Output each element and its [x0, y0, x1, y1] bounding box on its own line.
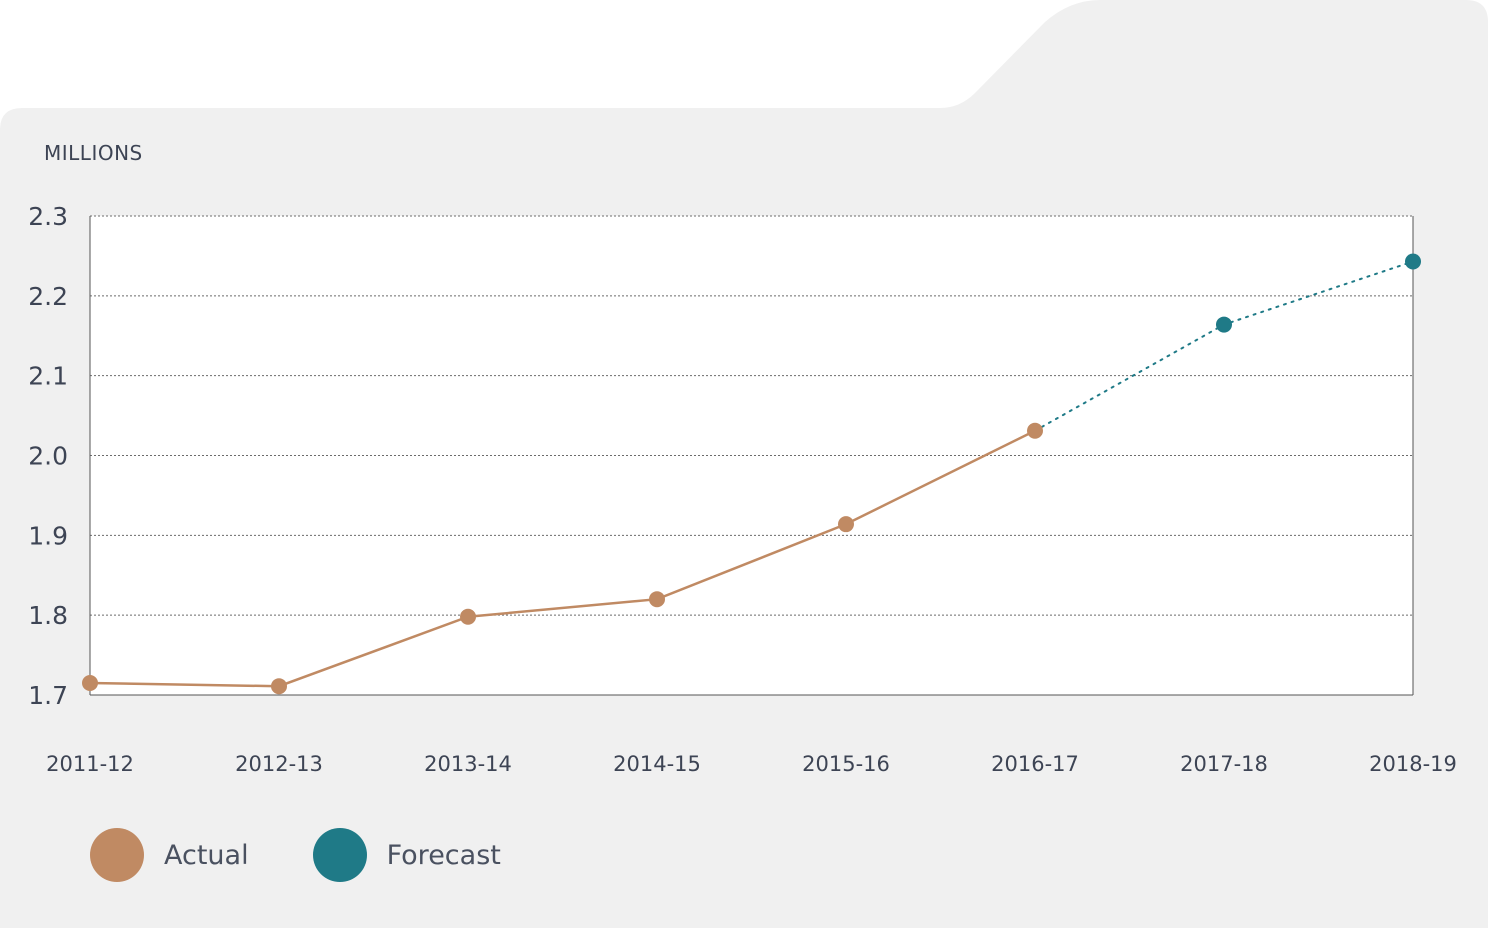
forecast-point-2017-18: [1216, 317, 1232, 333]
actual-point-2011-12: [82, 675, 98, 691]
legend-item-actual: Actual: [90, 828, 249, 882]
actual-point-2013-14: [460, 609, 476, 625]
forecast-point-2018-19: [1405, 254, 1421, 270]
x-tick-label: 2018-19: [1369, 752, 1457, 776]
legend: Actual Forecast: [90, 828, 565, 882]
legend-label-actual: Actual: [164, 840, 249, 871]
legend-swatch-forecast: [313, 828, 367, 882]
x-tick-label: 2014-15: [613, 752, 701, 776]
x-tick-label: 2017-18: [1180, 752, 1268, 776]
y-tick-label: 1.9: [28, 521, 68, 550]
legend-swatch-actual: [90, 828, 144, 882]
y-tick-label: 1.7: [28, 681, 68, 710]
y-tick-label: 2.0: [28, 442, 68, 471]
x-tick-label: 2016-17: [991, 752, 1079, 776]
y-tick-label: 2.3: [28, 202, 68, 231]
x-tick-label: 2015-16: [802, 752, 890, 776]
x-tick-label: 2013-14: [424, 752, 512, 776]
y-tick-label: 2.2: [28, 282, 68, 311]
x-tick-label: 2012-13: [235, 752, 323, 776]
actual-point-2012-13: [271, 678, 287, 694]
y-tick-label: 1.8: [28, 601, 68, 630]
y-tick-label: 2.1: [28, 362, 68, 391]
actual-point-2015-16: [838, 516, 854, 532]
legend-label-forecast: Forecast: [387, 840, 501, 871]
legend-item-forecast: Forecast: [313, 828, 501, 882]
actual-point-2014-15: [649, 591, 665, 607]
actual-point-2016-17: [1027, 423, 1043, 439]
x-tick-label: 2011-12: [46, 752, 134, 776]
